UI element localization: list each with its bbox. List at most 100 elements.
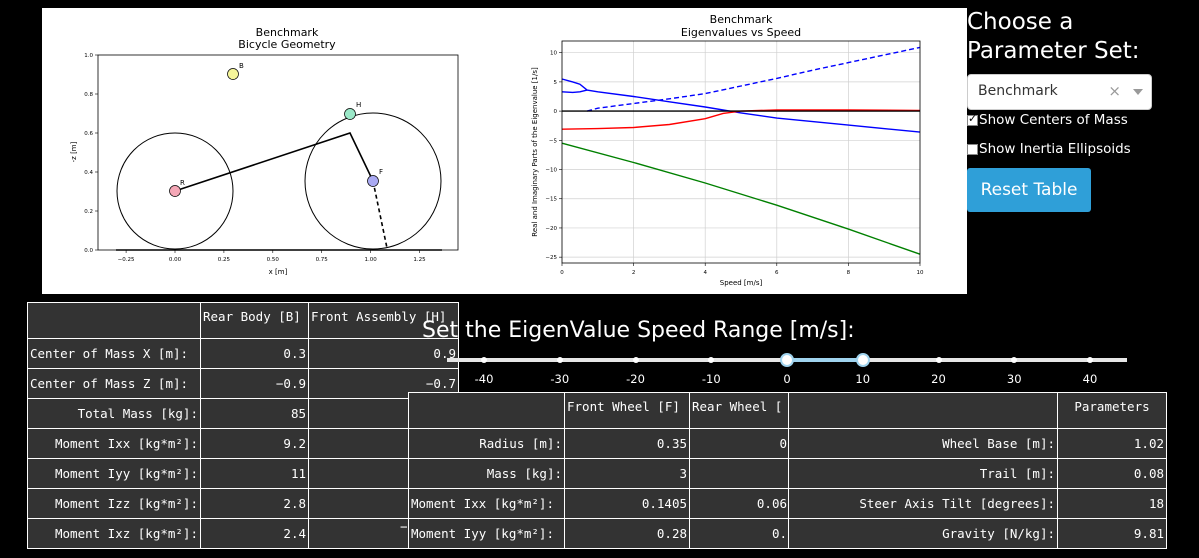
- cell-parameter-value[interactable]: 18: [1057, 488, 1167, 519]
- choose-parameter-label: Choose a Parameter Set:: [967, 9, 1140, 64]
- cell-rear-wheel[interactable]: [689, 458, 790, 489]
- eig-y-tick-label: 0: [554, 109, 558, 115]
- cell-rear-wheel[interactable]: 0: [689, 428, 790, 459]
- show-centers-of-mass-toggle[interactable]: Show Centers of Mass: [967, 112, 1128, 128]
- row-label: Steer Axis Tilt [degrees]:: [788, 488, 1058, 519]
- com-rear-wheel-marker: [169, 185, 181, 197]
- cell-front-wheel[interactable]: 0.28: [564, 518, 690, 549]
- geometry-y-tick-label: 0.0: [84, 248, 93, 254]
- cell-rear-body[interactable]: 0.3: [200, 338, 309, 369]
- eig-series: [561, 46, 921, 255]
- slider-step-dot[interactable]: [481, 357, 487, 363]
- reset-table-button[interactable]: Reset Table: [967, 168, 1091, 212]
- geometry-subtitle: Bicycle Geometry: [238, 38, 336, 51]
- geometry-title: Benchmark: [256, 26, 319, 39]
- show-inertia-ellipsoids-label: Show Inertia Ellipsoids: [979, 141, 1131, 157]
- chevron-down-icon[interactable]: [1133, 89, 1143, 95]
- slider-mark-label[interactable]: 0: [783, 372, 791, 386]
- cell-parameter-value[interactable]: 1.02: [1057, 428, 1167, 459]
- clear-icon[interactable]: ×: [1108, 82, 1121, 100]
- geometry-x-tick-label: 0.75: [316, 257, 329, 263]
- eig-y-tick-label: −25: [545, 255, 557, 261]
- cell-rear-body[interactable]: 85: [200, 398, 309, 429]
- slider-mark-label[interactable]: 10: [855, 372, 871, 386]
- slider-handle-low[interactable]: [780, 353, 794, 367]
- geometry-y-tick-label: 0.4: [84, 170, 93, 176]
- header-parameters: Parameters: [1057, 392, 1167, 429]
- eig-x-tick-label: 4: [703, 270, 707, 276]
- com-front-wheel-marker: [367, 175, 379, 187]
- geometry-y-label: -z [m]: [70, 141, 78, 162]
- speed-range-title: Set the EigenValue Speed Range [m/s]:: [422, 318, 855, 343]
- row-label: Moment Iyy [kg*m²]:: [408, 518, 565, 549]
- row-label: Center of Mass X [m]:: [27, 338, 201, 369]
- cell-front-wheel[interactable]: 0.35: [564, 428, 690, 459]
- slider-step-dot[interactable]: [708, 357, 715, 363]
- eig-title: Benchmark: [710, 13, 773, 26]
- eig-y-tick-label: −20: [545, 226, 557, 232]
- show-centers-of-mass-checkbox[interactable]: [967, 112, 978, 126]
- table-row: Moment Ixx [kg*m²]: 9.2: [27, 428, 459, 459]
- table-row: Moment Iyy [kg*m²]: 0.28 0.: [408, 518, 790, 549]
- slider-mark-label[interactable]: 30: [1006, 372, 1022, 386]
- speed-range-slider[interactable]: -40 -30 -20 -10 0 10 20 30 40: [447, 352, 1127, 386]
- slider-mark-label[interactable]: -10: [701, 372, 721, 386]
- wheel-parameter-table: Front Wheel [F] Rear Wheel [ Radius [m]:…: [408, 392, 790, 549]
- row-label: Gravity [N/kg]:: [788, 518, 1058, 549]
- row-label: Total Mass [kg]:: [27, 398, 201, 429]
- table-row: Steer Axis Tilt [degrees]: 18: [788, 488, 1167, 519]
- parameter-set-dropdown[interactable]: Benchmark ×: [967, 74, 1152, 110]
- geometry-x-tick-label: 1.00: [364, 257, 377, 263]
- slider-handle-high[interactable]: [855, 353, 870, 367]
- cell-rear-body[interactable]: 2.8: [200, 488, 309, 519]
- slider-step-dot[interactable]: [556, 357, 563, 363]
- eig-x-tick-label: 8: [847, 270, 851, 276]
- slider-mark-label[interactable]: 40: [1082, 372, 1098, 386]
- slider-mark-label[interactable]: -20: [626, 372, 645, 386]
- slider-step-dot[interactable]: [935, 357, 942, 363]
- slider-step-dot[interactable]: [1011, 357, 1018, 363]
- cell-front-assembly[interactable]: −0.7: [308, 368, 459, 399]
- label-h: H: [356, 101, 361, 109]
- row-label: Mass [kg]:: [408, 458, 565, 489]
- cell-rear-body[interactable]: 11: [200, 458, 309, 489]
- slider-step-dot[interactable]: [632, 357, 639, 363]
- cell-front-wheel[interactable]: 3: [564, 458, 690, 489]
- slider-mark-label[interactable]: 20: [931, 372, 946, 386]
- header-rear-wheel: Rear Wheel [: [689, 392, 790, 429]
- eig-grid: [561, 41, 921, 263]
- cell-rear-wheel[interactable]: 0.: [689, 518, 790, 549]
- geometry-x-label: x [m]: [269, 268, 288, 276]
- cell-parameter-value[interactable]: 0.08: [1057, 458, 1167, 489]
- show-inertia-ellipsoids-toggle[interactable]: Show Inertia Ellipsoids: [967, 141, 1131, 157]
- geometry-y-tick-label: 0.6: [84, 131, 93, 137]
- geometry-axes: [97, 54, 459, 251]
- show-centers-of-mass-label: Show Centers of Mass: [979, 112, 1128, 128]
- row-label: Moment Ixx [kg*m²]:: [408, 488, 565, 519]
- cell-rear-body[interactable]: −0.9: [200, 368, 309, 399]
- geometry-x-tick-label: 0.25: [218, 257, 231, 263]
- row-label: Moment Iyy [kg*m²]:: [27, 458, 201, 489]
- slider-mark-label[interactable]: -40: [474, 372, 494, 386]
- eig-x-tick-label: 6: [775, 270, 779, 276]
- cell-rear-wheel[interactable]: 0.06: [689, 488, 790, 519]
- table-row: Moment Izz [kg*m²]: 2.8: [27, 488, 459, 519]
- cell-parameter-value[interactable]: 9.81: [1057, 518, 1167, 549]
- cell-rear-body[interactable]: 9.2: [200, 428, 309, 459]
- cell-front-assembly[interactable]: 0.9: [308, 338, 459, 369]
- general-parameter-table: Parameters Wheel Base [m]: 1.02 Trail [m…: [788, 392, 1167, 549]
- cell-rear-body[interactable]: 2.4: [200, 518, 309, 549]
- cell-front-wheel[interactable]: 0.1405: [564, 488, 690, 519]
- row-label: Moment Izz [kg*m²]:: [27, 488, 201, 519]
- front-wheel: [304, 112, 442, 250]
- slider-mark-label[interactable]: -30: [550, 372, 570, 386]
- eig-axes: [561, 40, 921, 264]
- table-row: Radius [m]: 0.35 0: [408, 428, 790, 459]
- label-b: B: [239, 62, 244, 70]
- eig-y-tick-label: −15: [545, 197, 557, 203]
- label-f: F: [379, 168, 383, 176]
- eig-series-line: [561, 89, 588, 94]
- geometry-x-tick-label: 0.00: [169, 257, 182, 263]
- show-inertia-ellipsoids-checkbox[interactable]: [967, 143, 978, 155]
- slider-step-dot[interactable]: [1087, 357, 1093, 363]
